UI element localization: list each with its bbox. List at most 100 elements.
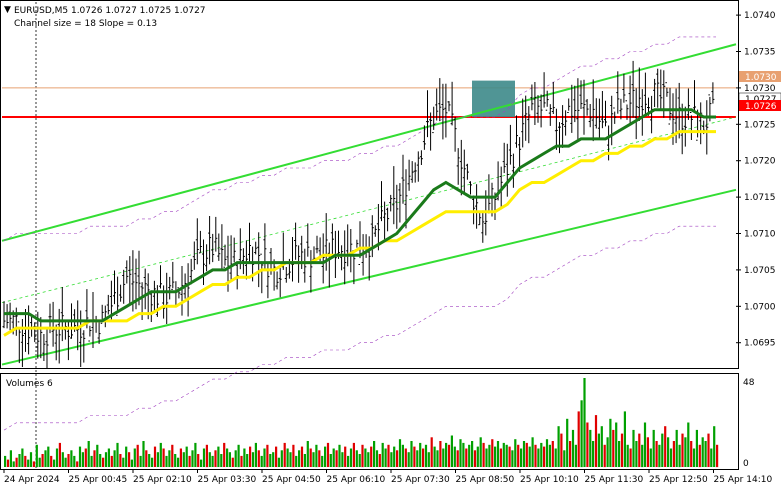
volume-bar [145,450,148,467]
volume-bar [228,452,231,467]
ma-slow-line [3,130,716,337]
volume-bar [569,441,572,467]
volume-bar [502,442,505,467]
volume-bar [64,457,67,467]
volume-bar [652,429,655,467]
volume-bar [344,446,347,467]
volume-bar [447,444,451,468]
volume-bar [704,441,707,467]
volume-bar [505,444,508,468]
volume-bar [21,448,24,467]
price-tick-label: 1.0710 [744,230,776,240]
time-tick-label: 25 Apr 02:10 [133,475,192,485]
volume-bar [78,446,82,467]
volume-bar [531,437,534,467]
volume-bar [76,461,79,467]
highlight-box [472,80,515,118]
volume-bar [471,441,474,467]
volume-bar [450,435,453,467]
volume-bar [335,450,338,467]
volume-bar [171,444,174,468]
volume-bar [669,448,673,467]
volume-bar [620,433,624,467]
volume-bar [439,441,442,467]
volume-bar [606,437,609,467]
volume-bar [295,455,298,467]
volume-bar [540,442,543,467]
volume-bar [393,446,396,467]
volume-bar [139,455,142,467]
volume-bar [286,448,289,467]
volume-bar [162,448,165,467]
price-tick-label: 1.0740 [744,11,776,21]
volume-bar [396,450,399,467]
volume-bar [499,448,502,467]
volume-bar [716,444,719,468]
volume-bar [24,455,27,467]
volume-bar [537,448,540,467]
volume-bar [551,441,554,467]
volume-bar [332,448,335,467]
volume-bar [358,454,361,467]
volume-bar [459,439,462,467]
symbol-line: EURUSD,M5 1.0726 1.0727 1.0725 1.0727 [14,6,206,16]
volume-bar [84,448,87,467]
time-tick-label: 25 Apr 14:10 [714,475,773,485]
volume-bar [413,446,416,467]
volume-bar [81,452,84,467]
volume-bar [113,450,116,467]
volume-bar [306,441,309,467]
volume-bar [364,448,367,467]
volume-bar [237,444,240,468]
volume-bar [482,442,485,467]
volume-bar [254,442,257,467]
volume-bar [197,454,200,467]
price-tick-label: 1.0715 [744,193,776,203]
volume-bar [398,439,402,467]
volume-bar [361,444,364,468]
channel-middle [1,116,737,304]
volume-bar [73,455,76,467]
volume-bar [678,444,681,468]
volume-bar [672,441,675,467]
volume-bar [156,452,159,467]
volume-bar [119,454,122,467]
volume-bar [629,448,632,467]
volume-axis-min: 0 [743,459,749,469]
envelope-upper [3,36,716,242]
volume-bar [246,454,249,467]
volume-bar [102,457,105,467]
volume-bar [338,444,341,468]
volume-bar [67,454,70,467]
volume-bar [35,444,38,468]
volume-bar [309,448,312,467]
volume-bar [234,450,237,467]
volume-bar [701,437,704,467]
time-tick-label: 25 Apr 04:50 [262,475,321,485]
volume-bar [185,446,188,467]
volume-bar [18,454,21,467]
volume-bar [96,444,99,468]
volume-bar [387,444,390,468]
volume-bar [707,433,710,467]
volume-bar [695,429,698,467]
volume-bar [41,454,44,467]
volume-bar [165,455,168,467]
volume-bar [681,433,684,467]
volume-bar [179,448,182,467]
volume-bar [194,442,197,467]
volume-bar [583,378,586,467]
volume-bar [321,455,324,467]
price-tick-label: 1.0735 [744,48,776,58]
volume-bar [122,457,125,467]
volume-bar [491,439,494,467]
volume-bar [612,429,615,467]
volume-bar [427,452,430,467]
volume-bar [220,454,223,467]
volume-bar [646,437,649,467]
volume-bar [419,442,422,467]
volume-bar [298,450,301,467]
dropdown-arrow-icon[interactable]: ▼ [4,5,11,15]
volume-bar [623,411,626,467]
volume-bar [597,433,600,467]
